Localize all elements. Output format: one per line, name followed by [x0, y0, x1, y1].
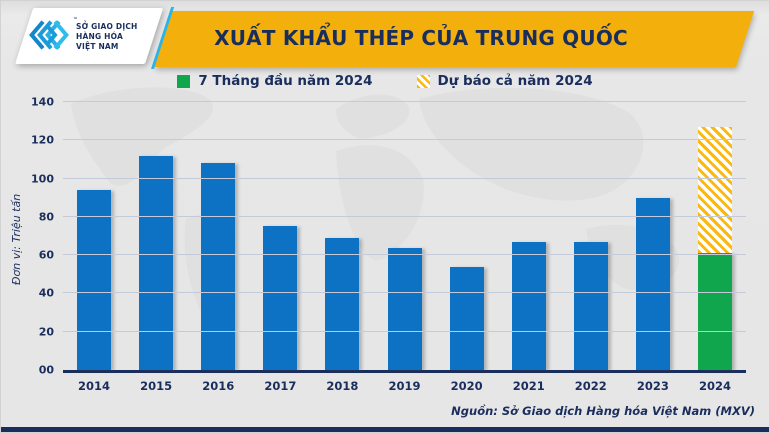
- page-title: XUẤT KHẨU THÉP CỦA TRUNG QUỐC: [214, 26, 628, 50]
- legend-item-actual: 7 Tháng đầu năm 2024: [177, 73, 373, 89]
- bar-slot-2021: [498, 102, 560, 370]
- logo-text-line2: HÀNG HÓA: [76, 32, 123, 42]
- bar-slot-2024: [684, 102, 746, 370]
- bar-2017-annual: [263, 226, 298, 370]
- y-tick-label-140: 140: [31, 95, 54, 109]
- bar-slot-2020: [436, 102, 498, 370]
- y-tick-label-40: 40: [38, 286, 54, 300]
- gridline-60: [63, 254, 746, 256]
- bar-2023-annual: [635, 197, 670, 370]
- y-tick-label-100: 100: [31, 172, 54, 186]
- mxv-logo: ™ SỞ GIAO DỊCH HÀNG HÓA VIỆT NAM: [27, 16, 147, 58]
- legend-label-actual: 7 Tháng đầu năm 2024: [198, 73, 373, 89]
- y-axis-title: Đơn vị: Triệu tấn: [10, 193, 23, 285]
- x-axis-label-2014: 2014: [78, 379, 111, 393]
- bar-2015-annual: [139, 155, 174, 370]
- y-tick-label-80: 80: [38, 210, 54, 224]
- x-axis-labels: 2014 2015 2016 2017 2018 2019 2020 2021 2022 2023…: [63, 379, 746, 393]
- y-tick-label-60: 60: [38, 248, 54, 262]
- bar-2014-annual: [77, 190, 112, 370]
- y-tick-label-00: 00: [38, 363, 54, 377]
- bar-slot-2019: [373, 102, 435, 370]
- source-attribution: Nguồn: Sở Giao dịch Hàng hóa Việt Nam (M…: [451, 404, 755, 418]
- bar-slot-2014: [63, 102, 125, 370]
- x-axis-label-2021: 2021: [512, 379, 545, 393]
- trademark-symbol: ™: [73, 17, 78, 23]
- gridline-20: [63, 330, 746, 332]
- legend-label-forecast: Dự báo cả năm 2024: [437, 73, 593, 89]
- gridline-100: [63, 177, 746, 179]
- x-axis-label-2020: 2020: [450, 379, 483, 393]
- bar-slot-2018: [311, 102, 373, 370]
- logo-text-line1: SỞ GIAO DỊCH: [76, 22, 138, 32]
- x-axis-label-2017: 2017: [264, 379, 297, 393]
- bar-slot-2023: [622, 102, 684, 370]
- bar-slot-2016: [187, 102, 249, 370]
- bottom-accent-bar: [1, 427, 769, 432]
- legend-swatch-green-icon: [177, 74, 191, 88]
- plot-area: 00 20 40 60 80 100 120 140: [31, 96, 746, 377]
- bar-slot-2017: [249, 102, 311, 370]
- bar-slot-2015: [125, 102, 187, 370]
- chart-legend: 7 Tháng đầu năm 2024 Dự báo cả năm 2024: [1, 73, 769, 89]
- legend-item-forecast: Dự báo cả năm 2024: [416, 73, 593, 89]
- bar-slot-2022: [560, 102, 622, 370]
- x-axis-label-2016: 2016: [202, 379, 235, 393]
- y-tick-label-20: 20: [38, 325, 54, 339]
- x-axis-label-2024: 2024: [698, 379, 731, 393]
- x-axis-label-2018: 2018: [326, 379, 359, 393]
- gridline-40: [63, 292, 746, 294]
- bar-2021-annual: [511, 241, 546, 370]
- mxv-chevron-icon: ™: [27, 17, 78, 55]
- bar-2016-annual: [201, 163, 236, 370]
- logo-text: SỞ GIAO DỊCH HÀNG HÓA VIỆT NAM: [76, 22, 138, 51]
- x-axis-label-2019: 2019: [388, 379, 421, 393]
- x-axis-label-2022: 2022: [574, 379, 607, 393]
- legend-swatch-hatched-icon: [416, 74, 430, 88]
- gridline-120: [63, 139, 746, 141]
- bar-2020-annual: [449, 266, 484, 370]
- gridline-80: [63, 215, 746, 217]
- y-tick-label-120: 120: [31, 133, 54, 147]
- bar-2018-annual: [325, 237, 360, 370]
- bar-2024-forecast: [697, 126, 732, 254]
- bar-2024-actual-7m: [697, 253, 732, 370]
- logo-text-line3: VIỆT NAM: [76, 41, 119, 51]
- x-axis-label-2023: 2023: [636, 379, 669, 393]
- bar-series-container: [63, 102, 746, 370]
- bar-2019-annual: [387, 247, 422, 370]
- bar-2022-annual: [573, 241, 608, 370]
- gridline-140: [63, 101, 746, 102]
- x-axis-label-2015: 2015: [140, 379, 173, 393]
